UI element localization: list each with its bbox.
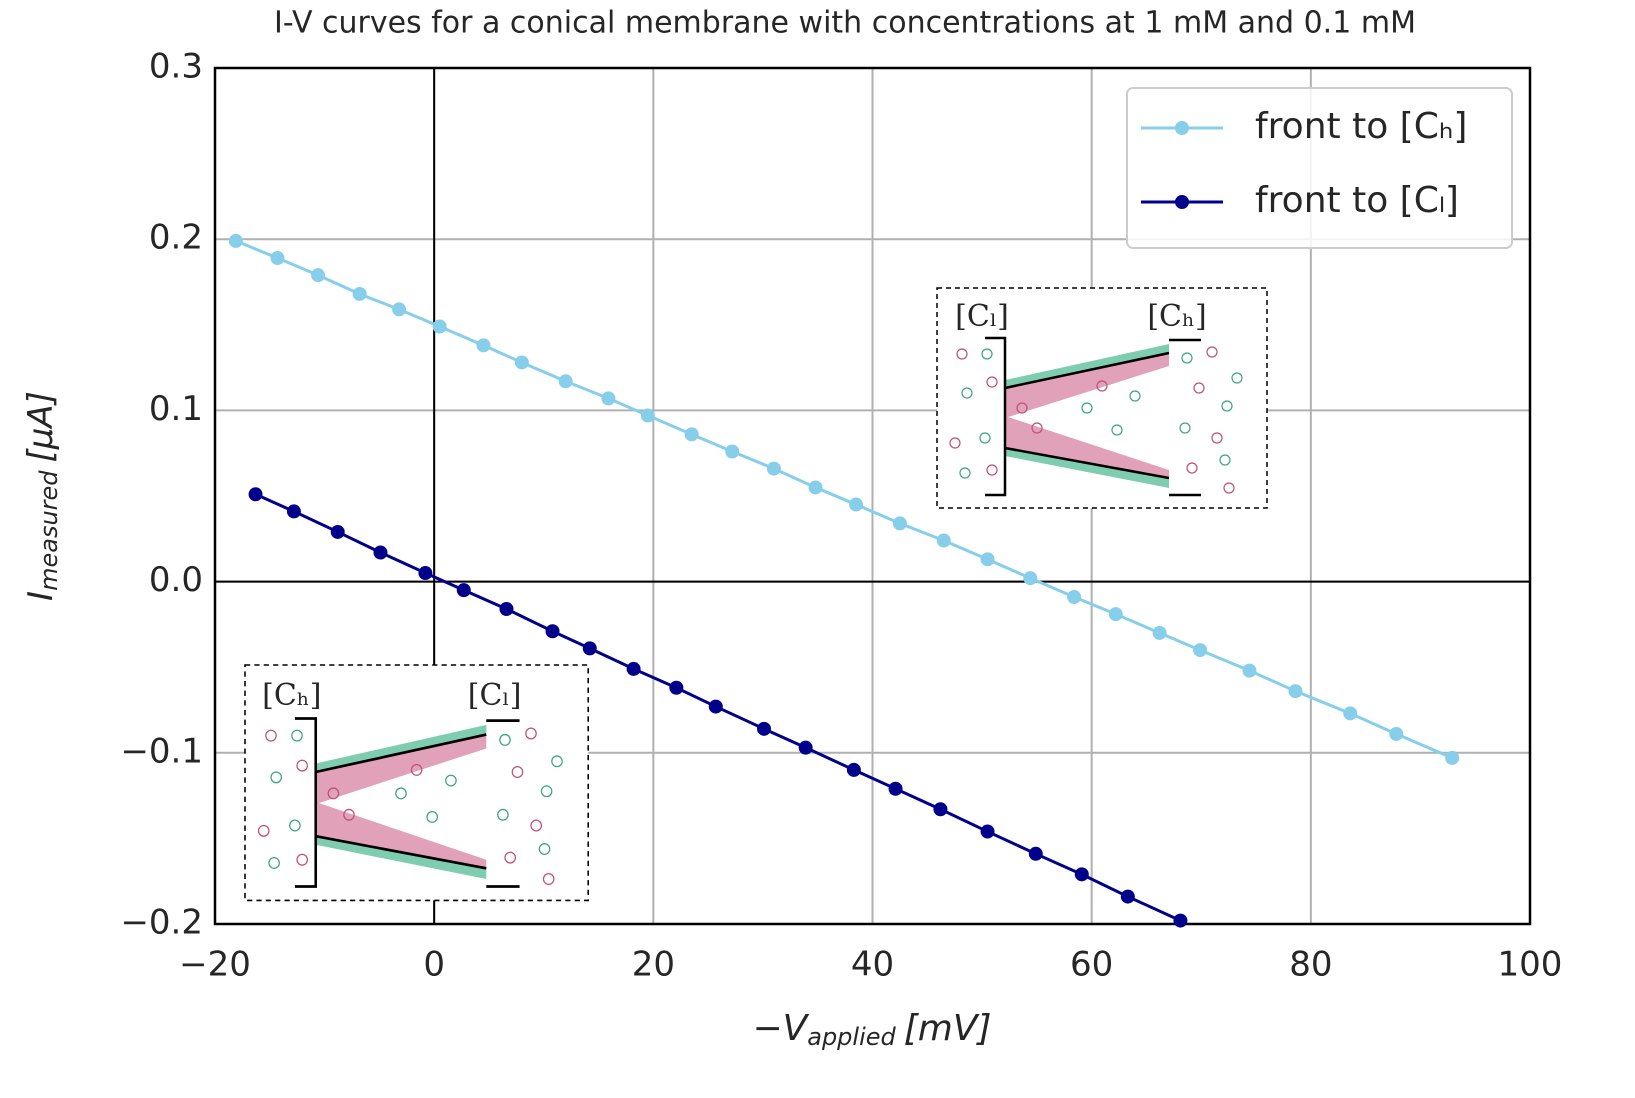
marker [392,302,407,317]
marker [1152,625,1167,640]
marker [684,427,699,442]
marker [849,497,864,512]
marker [725,444,740,459]
legend-box [1126,87,1513,249]
x-label-symbol: −V [752,1008,809,1049]
marker [228,233,243,248]
legend: front to [Cₕ] front to [Cₗ] [1126,87,1513,249]
marker [476,338,491,353]
marker [1173,913,1188,928]
marker [514,355,529,370]
marker [640,408,655,423]
y-tick-label: −0.1 [120,731,203,771]
marker [1389,726,1404,741]
grid: −20 0 20 40 60 80 100 −0.2 −0.1 0.0 0.1 0.2 0.3 [120,47,1562,985]
marker [1108,607,1123,622]
marker [558,374,573,389]
marker [499,601,514,616]
marker [432,319,447,334]
y-axis-label: Imeasured [μA] [21,391,64,601]
marker [1445,750,1460,765]
legend-marker [1175,121,1189,135]
marker [846,762,861,777]
marker [892,516,907,531]
marker [1120,889,1135,904]
marker [980,552,995,567]
marker [1242,663,1257,678]
marker [1028,846,1043,861]
x-axis-label: −Vapplied [mV] [752,1008,991,1051]
marker [798,740,813,755]
inset-label: [Cₗ] [468,678,522,713]
marker [352,286,367,301]
marker [933,802,948,817]
inset-label: [Cₗ] [955,299,1009,334]
marker [626,661,641,676]
y-tick-label: 0.2 [149,218,203,258]
legend-marker [1175,195,1189,209]
chart-title: I-V curves for a conical membrane with c… [274,6,1416,41]
marker [418,566,433,581]
marker [456,583,471,598]
marker [766,461,781,476]
marker [1067,590,1082,605]
marker [1288,684,1303,699]
marker [1193,643,1208,658]
x-label-unit: [mV] [904,1008,992,1049]
y-label-subscript: measured [35,470,63,591]
legend-label: front to [Cₗ] [1255,180,1459,221]
marker [545,624,560,639]
marker [270,251,285,266]
y-tick-label: 0.0 [149,560,203,600]
y-label-symbol: I [21,591,61,601]
marker [601,391,616,406]
marker [1343,706,1358,721]
marker [248,487,263,502]
marker [286,504,301,519]
series-line [254,492,1182,922]
insets: [Cₗ] [Cₕ] [Cₕ] [Cₗ] [243,286,1269,902]
legend-label: front to [Cₕ] [1255,106,1467,147]
x-tick-label: 80 [1289,945,1332,985]
x-tick-label: 100 [1498,945,1563,985]
inset-label: [Cₕ] [262,678,321,713]
marker [311,268,326,283]
marker [888,781,903,796]
x-tick-label: 0 [423,945,445,985]
x-label-subscript: applied [807,1023,896,1051]
y-tick-label: 0.1 [149,389,203,429]
y-label-unit: [μA] [21,391,61,462]
x-tick-label: −20 [179,945,251,985]
x-tick-label: 20 [632,945,675,985]
marker [669,680,684,695]
marker [808,480,823,495]
marker [980,824,995,839]
inset-label: [Cₕ] [1147,299,1206,334]
marker [373,545,388,560]
marker [330,524,345,539]
marker [1023,571,1038,586]
marker [582,641,597,656]
marker [936,533,951,548]
x-tick-label: 60 [1070,945,1113,985]
marker [1074,867,1089,882]
y-tick-label: −0.2 [120,903,203,943]
marker [757,721,772,736]
plot-frame [213,66,1532,926]
marker [708,699,723,714]
y-tick-label: 0.3 [149,47,203,87]
data-marks [228,233,1460,928]
x-tick-label: 40 [851,945,894,985]
